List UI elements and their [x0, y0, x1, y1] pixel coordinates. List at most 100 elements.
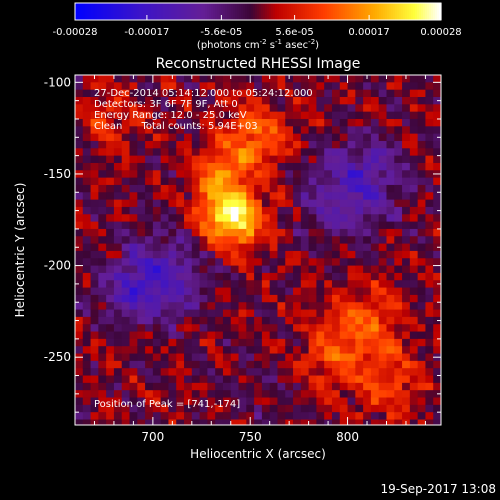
- heatmap-cell: [355, 140, 364, 149]
- heatmap-cell: [82, 316, 92, 325]
- heatmap-cell: [98, 162, 107, 171]
- heatmap-cell: [363, 184, 372, 193]
- heatmap-cell: [285, 96, 294, 105]
- heatmap-cell: [308, 309, 317, 318]
- heatmap-cell: [106, 140, 115, 149]
- heatmap-cell: [238, 162, 247, 171]
- heatmap-cell: [417, 89, 426, 98]
- heatmap-cell: [121, 302, 131, 311]
- heatmap-cell: [355, 294, 364, 303]
- heatmap-cell: [191, 192, 201, 201]
- heatmap-cell: [176, 82, 185, 91]
- heatmap-cell: [378, 294, 387, 303]
- heatmap-cell: [277, 170, 286, 179]
- heatmap-cell: [176, 324, 185, 333]
- heatmap-cell: [386, 294, 395, 303]
- heatmap-cell: [339, 199, 349, 208]
- heatmap-cell: [222, 368, 232, 377]
- heatmap-cell: [394, 243, 403, 252]
- heatmap-cell: [402, 243, 411, 252]
- heatmap-cell: [113, 140, 123, 149]
- heatmap-cell: [363, 353, 372, 362]
- heatmap-cell: [285, 346, 294, 355]
- heatmap-cell: [238, 214, 247, 223]
- heatmap-cell: [160, 192, 169, 201]
- heatmap-cell: [106, 96, 115, 105]
- heatmap-cell: [199, 236, 208, 245]
- heatmap-cell: [293, 170, 302, 179]
- heatmap-cell: [75, 272, 84, 281]
- heatmap-cell: [308, 184, 317, 193]
- heatmap-cell: [129, 390, 138, 399]
- heatmap-cell: [324, 236, 333, 245]
- heatmap-cell: [339, 316, 349, 325]
- heatmap-cell: [417, 368, 426, 377]
- heatmap-cell: [98, 126, 107, 135]
- heatmap-cell: [98, 331, 107, 340]
- heatmap-cell: [82, 126, 92, 135]
- heatmap-cell: [370, 228, 380, 237]
- x-tick-label: 750: [239, 430, 262, 444]
- heatmap-cell: [409, 353, 419, 362]
- heatmap-cell: [246, 162, 255, 171]
- heatmap-cell: [324, 104, 333, 113]
- heatmap-cell: [215, 280, 224, 289]
- heatmap-cell: [331, 265, 341, 274]
- heatmap-cell: [98, 324, 107, 333]
- heatmap-cell: [160, 390, 169, 399]
- heatmap-cell: [433, 228, 441, 237]
- heatmap-cell: [113, 390, 123, 399]
- heatmap-cell: [230, 338, 240, 347]
- heatmap-cell: [152, 272, 162, 281]
- heatmap-cell: [293, 118, 302, 127]
- heatmap-cell: [238, 346, 247, 355]
- heatmap-cell: [417, 294, 426, 303]
- heatmap-cell: [191, 324, 201, 333]
- heatmap-cell: [222, 280, 232, 289]
- heatmap-cell: [90, 375, 99, 384]
- heatmap-cell: [152, 338, 162, 347]
- heatmap-cell: [129, 302, 138, 311]
- heatmap-cell: [324, 140, 333, 149]
- heatmap-cell: [230, 228, 240, 237]
- heatmap-cell: [199, 96, 208, 105]
- heatmap-cell: [269, 89, 278, 98]
- heatmap-cell: [160, 82, 169, 91]
- heatmap-cell: [339, 287, 349, 296]
- heatmap-cell: [75, 214, 84, 223]
- heatmap-cell: [261, 89, 271, 98]
- heatmap-cell: [191, 89, 201, 98]
- heatmap-cell: [409, 390, 419, 399]
- heatmap-cell: [246, 397, 255, 406]
- heatmap-cell: [254, 280, 263, 289]
- heatmap-cell: [269, 360, 278, 369]
- heatmap-cell: [90, 360, 99, 369]
- heatmap-cell: [261, 375, 271, 384]
- heatmap-cell: [293, 382, 302, 391]
- heatmap-cell: [152, 104, 162, 113]
- heatmap-cell: [168, 236, 177, 245]
- heatmap-cell: [230, 89, 240, 98]
- heatmap-cell: [324, 126, 333, 135]
- heatmap-cell: [113, 250, 123, 259]
- heatmap-cell: [246, 221, 255, 230]
- heatmap-cell: [176, 133, 185, 142]
- heatmap-cell: [355, 272, 364, 281]
- heatmap-cell: [293, 162, 302, 171]
- heatmap-cell: [261, 111, 271, 120]
- heatmap-cell: [370, 96, 380, 105]
- heatmap-cell: [324, 375, 333, 384]
- heatmap-cell: [191, 280, 201, 289]
- heatmap-cell: [347, 111, 356, 120]
- heatmap-cell: [363, 96, 372, 105]
- heatmap-cell: [215, 177, 224, 186]
- heatmap-cell: [425, 265, 434, 274]
- heatmap-cell: [324, 155, 333, 164]
- heatmap-cell: [137, 162, 146, 171]
- heatmap-cell: [394, 309, 403, 318]
- heatmap-cell: [300, 250, 310, 259]
- heatmap-cell: [215, 236, 224, 245]
- heatmap-cell: [238, 140, 247, 149]
- heatmap-cell: [121, 89, 131, 98]
- heatmap-cell: [121, 324, 131, 333]
